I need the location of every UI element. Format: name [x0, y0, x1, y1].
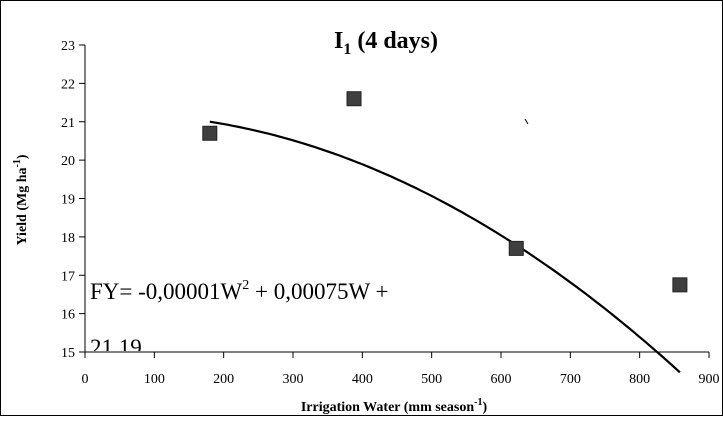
y-tick-label: 18: [61, 231, 75, 246]
x-axis-title-end: ): [482, 400, 487, 415]
x-axis-title: Irrigation Water (mm season-1): [301, 397, 488, 415]
equation-background: [87, 262, 517, 351]
y-tick-label: 16: [61, 308, 75, 323]
y-tick-label: 15: [61, 346, 75, 361]
equation-part-1: FY= -0,00001W: [90, 279, 243, 304]
equation-line-2: 21,19: [90, 335, 142, 360]
trendline: [209, 120, 681, 374]
x-axis-title-sup: -1: [474, 397, 482, 408]
chart-title-main: I: [334, 28, 343, 54]
y-tick-label: 19: [61, 193, 75, 208]
y-axis-title: Yield (Mg ha-1): [12, 154, 30, 245]
x-tick-label: 900: [699, 372, 720, 387]
x-tick-label: 600: [491, 372, 512, 387]
equation-exponent: 2: [242, 278, 249, 293]
data-point: [346, 91, 362, 107]
x-tick-label: 300: [283, 372, 304, 387]
x-tick-label: 500: [421, 372, 442, 387]
y-tick-label: 20: [61, 154, 75, 169]
stray-mark: [524, 118, 529, 125]
data-point: [202, 125, 218, 141]
y-tick-label: 21: [61, 116, 75, 131]
y-tick-label: 22: [61, 77, 75, 92]
y-tick-label: 23: [61, 39, 75, 54]
x-tick-label: 700: [560, 372, 581, 387]
y-tick-labels: 15 16 17 18 19 20 21 22 23: [61, 39, 75, 361]
y-tick-label: 17: [61, 269, 75, 284]
x-tick-label: 100: [144, 372, 165, 387]
chart-title: I1 (4 days): [334, 28, 438, 58]
x-tick-label: 200: [213, 372, 234, 387]
x-tick-label: 0: [82, 372, 89, 387]
x-tick-label: 400: [352, 372, 373, 387]
x-axis-title-main: Irrigation Water (mm season: [301, 400, 475, 415]
data-points: [202, 91, 688, 293]
y-axis-title-sup: -1: [12, 159, 23, 167]
x-tick-label: 800: [629, 372, 650, 387]
data-point: [508, 240, 524, 256]
equation-line-1: FY= -0,00001W2 + 0,00075W +: [90, 278, 389, 304]
y-axis-title-main: Yield (Mg ha: [15, 167, 30, 245]
axes: [79, 44, 710, 358]
equation-part-2: + 0,00075W +: [249, 279, 388, 304]
x-tick-labels: 0 100 200 300 400 500 600 700 800 900: [82, 372, 720, 387]
chart-title-rest: (4 days): [351, 28, 438, 54]
equation-box: FY= -0,00001W2 + 0,00075W + 21,19: [87, 262, 517, 360]
chart-title-subscript: 1: [343, 41, 351, 58]
y-axis-title-end: ): [15, 154, 30, 159]
data-point: [672, 277, 688, 293]
